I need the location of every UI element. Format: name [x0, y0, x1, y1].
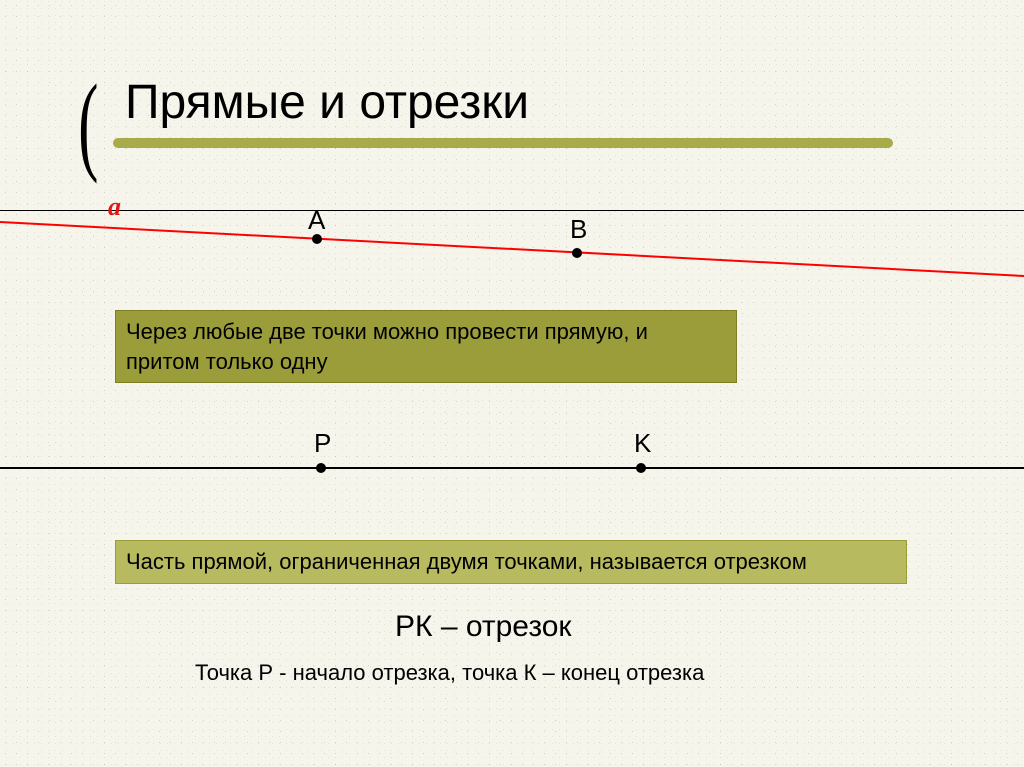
- point-k-label: K: [634, 428, 651, 459]
- point-p-dot: [316, 463, 326, 473]
- point-p-label: P: [314, 428, 331, 459]
- axiom-box-1: Через любые две точки можно провести пря…: [115, 310, 737, 383]
- summary-2: Точка Р - начало отрезка, точка К – коне…: [195, 660, 704, 686]
- point-b-dot: [572, 248, 582, 258]
- axiom-box-2: Часть прямой, ограниченная двумя точками…: [115, 540, 907, 584]
- point-k-dot: [636, 463, 646, 473]
- point-a-label: A: [308, 205, 325, 236]
- line-a: [0, 0, 1024, 767]
- slide: Прямые и отрезки ( a A B Через любые две…: [0, 0, 1024, 767]
- axiom-box-2-text: Часть прямой, ограниченная двумя точками…: [126, 549, 807, 574]
- line-pk: [0, 467, 1024, 469]
- point-a-dot: [312, 234, 322, 244]
- line-a-label: a: [108, 192, 121, 222]
- point-b-label: B: [570, 214, 587, 245]
- axiom-box-1-text: Через любые две точки можно провести пря…: [126, 319, 648, 374]
- summary-1: РК – отрезок: [395, 610, 572, 644]
